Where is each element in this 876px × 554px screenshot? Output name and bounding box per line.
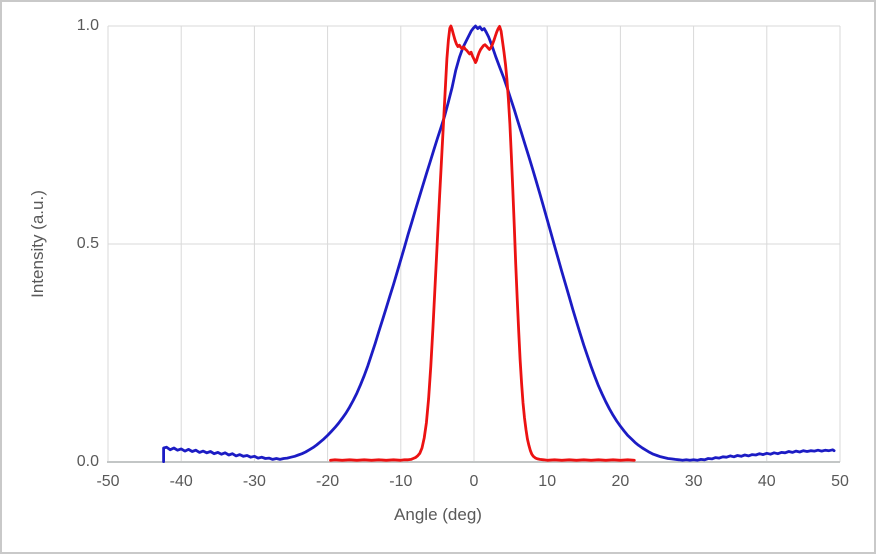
x-tick-label: -10 [389, 473, 413, 490]
y-tick-label: 1.0 [76, 17, 99, 34]
x-tick-label: 40 [757, 473, 776, 490]
x-tick-label: -50 [96, 473, 120, 490]
x-tick-label: 30 [684, 473, 703, 490]
y-axis-title: Intensity (a.u.) [28, 190, 47, 298]
x-axis-title: Angle (deg) [394, 505, 482, 524]
y-tick-label: 0.0 [76, 453, 99, 470]
x-tick-label: 0 [469, 473, 479, 490]
x-tick-label: 50 [831, 473, 849, 490]
x-tick-label: 10 [538, 473, 557, 490]
y-tick-label: 0.5 [76, 235, 99, 252]
x-tick-label: -20 [316, 473, 340, 490]
broad-profile-blue-curve [162, 24, 836, 463]
x-tick-label: -30 [242, 473, 266, 490]
x-tick-label: -40 [169, 473, 193, 490]
narrow-profile-red-curve [329, 24, 636, 462]
x-tick-label: 20 [611, 473, 630, 490]
